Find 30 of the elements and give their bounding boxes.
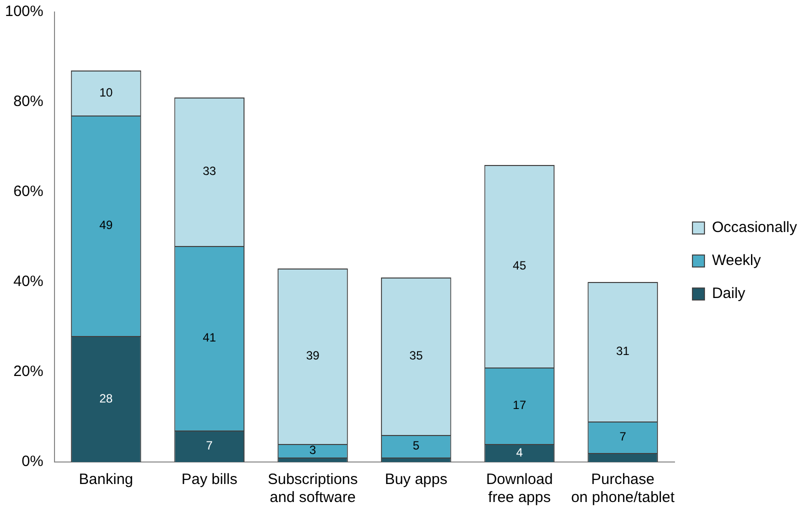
data-label: 39	[306, 348, 320, 363]
data-label: 7	[619, 430, 626, 444]
data-label: 31	[616, 344, 630, 358]
data-label: 45	[512, 258, 526, 273]
data-label: 41	[202, 330, 216, 345]
legend-label: Weekly	[712, 252, 762, 270]
x-tick-label: Buy apps	[384, 471, 448, 488]
data-label: 3	[309, 443, 316, 458]
data-label: 49	[99, 218, 114, 232]
data-label: 5	[412, 438, 420, 453]
x-tick-label: Download free apps	[486, 471, 553, 506]
y-tick-label: 20%	[13, 363, 44, 380]
data-label: 17	[512, 398, 526, 412]
data-label: 7	[206, 438, 214, 453]
x-tick-label: Pay bills	[181, 471, 238, 488]
legend-label: Occasionally	[712, 219, 798, 236]
data-label: 4	[516, 445, 524, 460]
y-tick-label: 100%	[4, 3, 44, 20]
legend-label: Daily	[712, 285, 746, 302]
data-label: 35	[409, 348, 424, 363]
x-tick-label: Subscriptions and software	[268, 471, 358, 506]
y-tick-label: 60%	[13, 183, 44, 200]
y-tick-label: 0%	[22, 453, 44, 470]
x-tick-label: Purchase on phone/tablet	[571, 471, 676, 506]
y-tick-label: 80%	[13, 93, 44, 110]
data-label: 33	[202, 164, 216, 178]
y-tick-label: 40%	[13, 273, 44, 290]
data-label: 10	[99, 85, 114, 100]
x-tick-label: Banking	[78, 471, 134, 488]
data-label: 28	[99, 391, 114, 406]
